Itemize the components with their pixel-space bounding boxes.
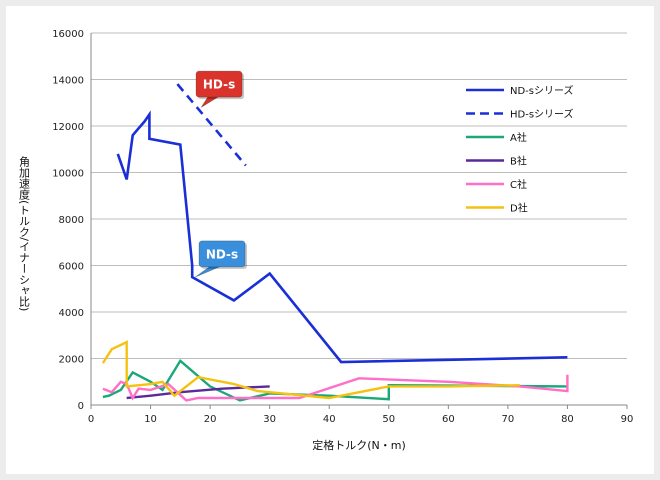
x-tick-label: 60 [442, 414, 455, 425]
y-tick-label: 6000 [59, 262, 84, 273]
x-axis-title: 定格トルク(N・m) [312, 438, 406, 452]
series-line-5 [101, 340, 520, 400]
gridlines [91, 32, 627, 359]
x-tick-label: 80 [561, 414, 574, 425]
chart-svg: 0 10 20 30 40 50 60 70 80 90 0 2000 4000 6000 8000 100… [18, 29, 634, 452]
x-tick-label: 50 [382, 414, 395, 425]
legend-label: ND-sシリーズ [510, 84, 574, 97]
y-tick-label: 2000 [59, 355, 84, 366]
callout-0: HD-s [195, 70, 245, 108]
x-tick-label: 90 [621, 414, 634, 425]
x-tick-label: 0 [88, 414, 94, 425]
y-tick-label: 14000 [52, 76, 84, 87]
callout-label: ND-s [206, 247, 238, 261]
series-line-2 [102, 358, 568, 402]
callouts: HD-s ND-s [194, 70, 248, 278]
legend-label: B社 [510, 155, 527, 168]
y-tick-labels: 0 2000 4000 6000 8000 10000 12000 14000 16000 [52, 29, 84, 412]
callout-box [195, 70, 243, 98]
legend-item-0: ND-sシリーズ [466, 84, 574, 97]
series-line-4 [102, 374, 569, 402]
y-tick-label: 16000 [52, 29, 84, 40]
chart-frame: 0 10 20 30 40 50 60 70 80 90 0 2000 4000 6000 8000 100… [6, 6, 654, 474]
y-tick-label: 12000 [52, 122, 84, 133]
legend-item-4: C社 [466, 178, 527, 191]
x-tick-label: 20 [204, 414, 217, 425]
x-tick-label: 70 [502, 414, 515, 425]
x-tick-labels: 0 10 20 30 40 50 60 70 80 90 [88, 405, 634, 425]
series-line-1 [176, 83, 247, 167]
axes [90, 33, 627, 406]
legend-label: C社 [510, 178, 527, 191]
y-tick-label: 4000 [59, 308, 84, 319]
y-axis-title: 角加速度(トルク/イナーシャ比) [18, 156, 31, 312]
legend-item-3: B社 [466, 155, 527, 168]
y-tick-label: 10000 [52, 169, 84, 180]
legend: ND-sシリーズ HD-sシリーズ A社 B社 C社 D社 [466, 84, 574, 215]
x-tick-label: 10 [144, 414, 157, 425]
legend-item-5: D社 [466, 202, 528, 215]
y-tick-label: 8000 [59, 215, 84, 226]
legend-label: A社 [510, 131, 527, 144]
legend-label: HD-sシリーズ [510, 108, 574, 121]
y-tick-label: 0 [78, 401, 84, 412]
x-tick-label: 40 [323, 414, 336, 425]
x-tick-label: 30 [263, 414, 276, 425]
callout-label: HD-s [203, 78, 235, 92]
legend-item-2: A社 [466, 131, 527, 144]
callout-box [198, 240, 246, 268]
callout-1: ND-s [194, 240, 248, 278]
series-line-0 [116, 110, 568, 364]
legend-item-1: HD-sシリーズ [466, 108, 574, 121]
legend-label: D社 [510, 202, 528, 215]
series-lines [101, 83, 569, 402]
